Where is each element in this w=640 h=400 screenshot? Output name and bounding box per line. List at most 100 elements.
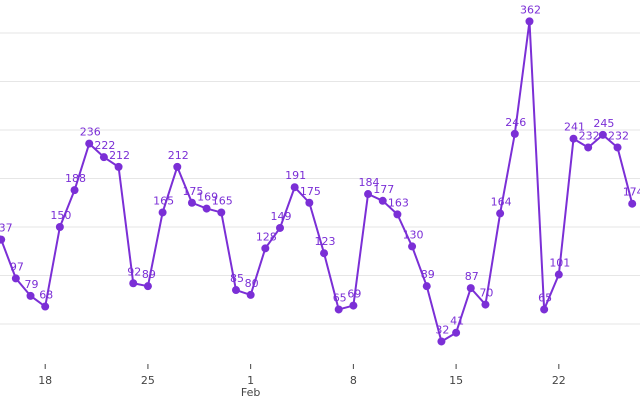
- data-point: [349, 301, 358, 310]
- data-point: [143, 282, 152, 291]
- x-tick-label: 15: [449, 374, 463, 387]
- data-point: [393, 210, 402, 219]
- x-tick-label: 8: [350, 374, 357, 387]
- data-point: [276, 223, 284, 232]
- data-label: 70: [479, 287, 493, 300]
- data-label: 92: [127, 265, 141, 278]
- data-point: [584, 143, 593, 152]
- data-point: [408, 242, 417, 251]
- data-point: [217, 208, 226, 217]
- data-point: [437, 337, 446, 346]
- data-point: [525, 17, 534, 26]
- data-label: 150: [50, 209, 71, 222]
- data-point: [114, 162, 123, 171]
- data-label: 149: [271, 210, 292, 223]
- data-point: [613, 143, 622, 152]
- data-point: [99, 153, 108, 162]
- data-label: 232: [608, 129, 629, 142]
- data-label: 177: [373, 183, 394, 196]
- data-label: 85: [230, 272, 244, 285]
- data-point: [628, 199, 637, 208]
- data-label: 246: [505, 116, 526, 129]
- data-point: [540, 305, 549, 314]
- data-point: [231, 286, 240, 295]
- data-point: [598, 130, 607, 139]
- data-label: 169: [197, 191, 218, 204]
- data-point: [129, 279, 138, 288]
- data-point: [496, 209, 505, 218]
- data-point: [173, 162, 182, 171]
- data-label: 32: [435, 323, 449, 336]
- data-point: [320, 249, 329, 258]
- data-label: 65: [538, 291, 552, 304]
- data-label: 123: [315, 235, 336, 248]
- data-point: [202, 204, 211, 213]
- data-label: 163: [388, 196, 409, 209]
- data-label: 191: [285, 169, 306, 182]
- data-point: [364, 190, 373, 199]
- data-point: [305, 198, 314, 207]
- data-label: 89: [421, 268, 435, 281]
- data-labels: 1681379779681501882362222129289165212175…: [0, 3, 640, 336]
- data-label: 165: [212, 194, 233, 207]
- data-label: 232: [579, 129, 600, 142]
- data-label: 222: [94, 139, 115, 152]
- data-points: [0, 17, 637, 346]
- x-tick-label: 22: [552, 374, 566, 387]
- data-point: [187, 198, 196, 207]
- data-point: [422, 282, 431, 291]
- data-point: [466, 284, 475, 293]
- x-tick-label: 25: [141, 374, 155, 387]
- data-point: [246, 290, 255, 299]
- data-point: [41, 302, 50, 311]
- y-gridlines: [0, 32, 640, 325]
- data-label: 101: [549, 257, 570, 270]
- data-label: 137: [0, 222, 13, 235]
- data-label: 41: [450, 315, 464, 328]
- data-point: [158, 208, 167, 217]
- data-label: 65: [333, 291, 347, 304]
- data-label: 184: [359, 176, 380, 189]
- data-point: [554, 270, 563, 279]
- data-point: [26, 291, 35, 300]
- data-point: [481, 300, 490, 309]
- data-point: [11, 274, 20, 283]
- data-label: 175: [300, 185, 321, 198]
- x-tick-label: 1: [247, 374, 254, 387]
- data-label: 175: [182, 185, 203, 198]
- data-label: 69: [347, 288, 361, 301]
- data-label: 165: [153, 194, 174, 207]
- data-label: 87: [465, 270, 479, 283]
- data-point: [261, 244, 270, 253]
- data-point: [569, 134, 578, 143]
- data-label: 236: [80, 126, 101, 139]
- data-label: 174: [623, 186, 640, 199]
- data-label: 130: [403, 228, 424, 241]
- data-point: [0, 235, 6, 244]
- data-point: [378, 196, 387, 205]
- data-point: [55, 223, 64, 231]
- data-point: [334, 305, 343, 314]
- x-tick-label: 18: [38, 374, 52, 387]
- data-label: 212: [168, 149, 189, 162]
- data-label: 79: [25, 278, 39, 291]
- data-label: 212: [109, 149, 130, 162]
- data-point: [70, 186, 79, 195]
- data-label: 80: [245, 277, 259, 290]
- data-point: [452, 328, 461, 337]
- data-label: 68: [39, 289, 53, 302]
- data-point: [510, 129, 519, 138]
- data-label: 241: [564, 121, 585, 134]
- data-label: 245: [593, 117, 614, 130]
- data-label: 97: [10, 260, 24, 273]
- data-label: 128: [256, 230, 277, 243]
- data-label: 89: [142, 268, 156, 281]
- data-point: [85, 139, 94, 148]
- data-label: 362: [520, 3, 541, 16]
- data-label: 164: [491, 195, 512, 208]
- data-point: [290, 183, 299, 192]
- x-month-label: Feb: [241, 386, 260, 399]
- data-label: 188: [65, 172, 86, 185]
